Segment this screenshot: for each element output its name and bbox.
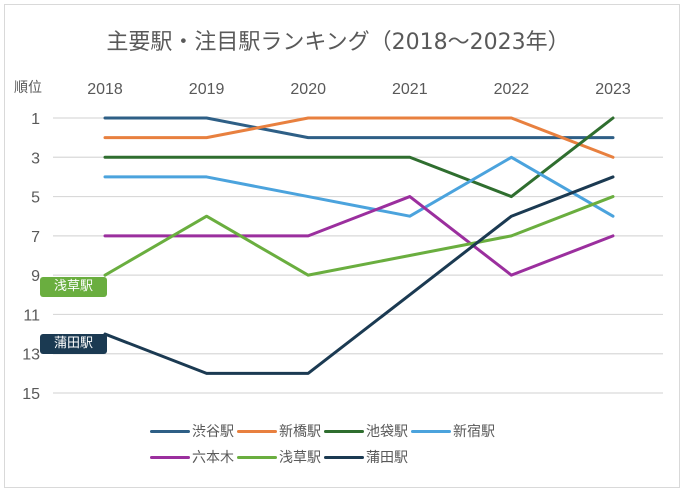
series-line-池袋駅 (103, 116, 615, 199)
series-lines (103, 116, 615, 375)
legend-swatch (411, 429, 451, 433)
legend-label: 池袋駅 (366, 424, 408, 440)
legend-row: 六本木 浅草駅 蒲田駅 (150, 444, 550, 470)
series-line-蒲田駅 (103, 175, 615, 375)
legend: 渋谷駅 新橋駅 池袋駅 新宿駅 六本木 浅草駅 蒲田駅 (150, 418, 550, 470)
x-tick-label: 2022 (494, 81, 530, 98)
legend-swatch (150, 455, 190, 459)
legend-label: 新橋駅 (279, 424, 321, 440)
legend-item: 浅草駅 (237, 447, 321, 467)
y-tick-label: 9 (31, 268, 40, 285)
series-line-新宿駅 (103, 155, 615, 218)
y-tick-label: 13 (22, 347, 40, 364)
legend-label: 新宿駅 (453, 424, 495, 440)
legend-row: 渋谷駅 新橋駅 池袋駅 新宿駅 (150, 418, 550, 444)
y-tick-label: 3 (31, 150, 40, 167)
chart-frame (4, 4, 680, 488)
series-line-渋谷駅 (103, 116, 615, 140)
legend-item: 渋谷駅 (150, 421, 234, 441)
y-axis-label: 順位 (14, 80, 42, 96)
y-tick-label: 15 (22, 386, 40, 403)
legend-label: 浅草駅 (279, 450, 321, 466)
legend-swatch (324, 455, 364, 459)
legend-label: 渋谷駅 (192, 424, 234, 440)
legend-swatch (237, 455, 277, 459)
legend-swatch (324, 429, 364, 433)
legend-item: 六本木 (150, 447, 234, 467)
y-tick-label: 1 (31, 111, 40, 128)
y-tick-label: 7 (31, 229, 40, 246)
x-tick-label: 2020 (290, 81, 326, 98)
legend-label: 蒲田駅 (366, 450, 408, 466)
legend-item: 池袋駅 (324, 421, 408, 441)
x-tick-label: 2019 (189, 81, 225, 98)
x-tick-label: 2018 (87, 81, 123, 98)
legend-item: 新宿駅 (411, 421, 495, 441)
x-tick-label: 2021 (392, 81, 428, 98)
legend-item: 蒲田駅 (324, 447, 408, 467)
legend-swatch (237, 429, 277, 433)
x-tick-labels: 2018 2019 2020 2021 2022 2023 (87, 81, 631, 98)
x-tick-label: 2023 (595, 81, 631, 98)
legend-item: 新橋駅 (237, 421, 321, 441)
legend-label: 六本木 (192, 450, 234, 466)
annotation-kamata: 蒲田駅 (40, 334, 107, 354)
y-tick-label: 11 (23, 307, 40, 324)
annotation-asakusa: 浅草駅 (40, 277, 107, 297)
y-tick-label: 5 (31, 190, 40, 207)
gridlines (53, 117, 663, 394)
series-line-新橋駅 (103, 116, 615, 159)
series-line-浅草駅 (103, 195, 615, 277)
series-line-六本木 (103, 195, 615, 277)
chart-title: 主要駅・注目駅ランキング（2018～2023年） (106, 30, 570, 55)
legend-swatch (150, 429, 190, 433)
